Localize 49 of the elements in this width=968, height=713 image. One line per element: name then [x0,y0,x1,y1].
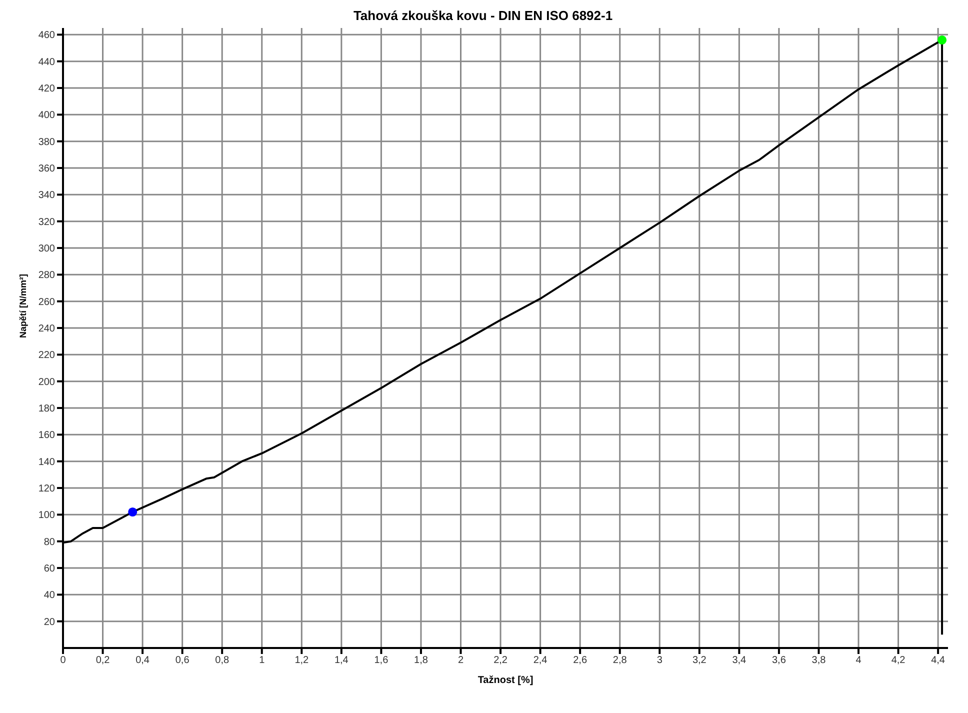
x-tick-label: 0,8 [215,655,230,666]
y-tick-label: 260 [38,296,56,308]
y-tick-label: 280 [38,270,56,282]
y-tick-label: 360 [38,164,56,175]
y-tick-label: 420 [38,84,56,95]
y-tick-label: 240 [38,324,56,335]
y-tick-label: 440 [38,56,56,68]
y-axis-title: Napětí [N/mm²] [18,274,28,338]
x-tick-label: 1,6 [374,655,389,666]
y-tick-label: 160 [38,430,56,442]
x-tick-label: 3,2 [692,655,707,666]
x-tick-label: 3,4 [732,655,747,666]
x-tick-label: 2 [458,655,464,666]
y-tick-label: 180 [38,404,56,415]
y-tick-label: 20 [44,616,56,628]
x-tick-label: 2,2 [494,655,508,666]
x-tick-label: 1,2 [294,655,310,666]
y-tick-label: 80 [44,536,56,548]
y-tick-label: 380 [38,136,56,148]
y-tick-label: 400 [38,110,56,122]
x-tick-label: 1,8 [414,655,428,666]
x-tick-label: 2,6 [573,655,588,666]
y-tick-label: 220 [38,350,56,362]
x-tick-label: 0 [60,655,66,666]
y-tick-label: 60 [44,564,56,575]
x-axis-title: Tažnost [%] [478,675,534,686]
x-tick-label: 4,4 [931,655,946,666]
x-tick-label: 0,4 [136,655,150,666]
y-tick-label: 300 [38,244,56,255]
y-tick-label: 460 [38,30,56,42]
x-tick-label: 3,6 [772,655,786,666]
y-tick-label: 320 [38,216,56,228]
y-tick-label: 40 [44,590,56,602]
x-tick-label: 2,8 [612,655,628,666]
x-tick-label: 2,4 [533,655,548,666]
y-tick-label: 120 [38,484,56,495]
x-tick-label: 4 [856,655,862,666]
y-tick-label: 200 [38,376,56,388]
x-tick-label: 0,2 [96,655,110,666]
chart-title: Tahová zkouška kovu - DIN EN ISO 6892-1 [352,8,614,23]
x-tick-label: 4,2 [891,655,906,666]
y-tick-label: 340 [38,190,56,202]
x-tick-label: 0,6 [175,655,190,666]
y-tick-label: 100 [38,510,56,522]
x-tick-label: 1,4 [334,655,349,666]
x-tick-label: 3,8 [812,655,826,666]
y-tick-label: 140 [38,456,56,468]
x-tick-label: 1 [259,655,266,666]
x-tick-label: 3 [656,655,663,666]
